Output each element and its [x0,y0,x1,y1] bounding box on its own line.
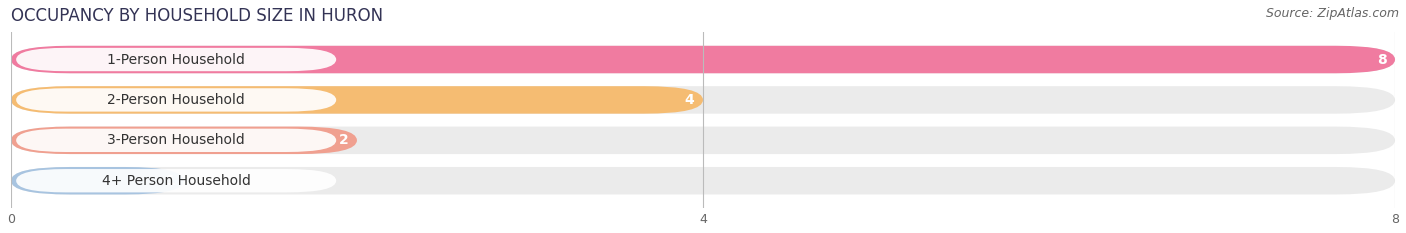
Text: Source: ZipAtlas.com: Source: ZipAtlas.com [1265,7,1399,20]
FancyBboxPatch shape [15,129,336,152]
FancyBboxPatch shape [11,86,1395,114]
FancyBboxPatch shape [15,48,336,71]
FancyBboxPatch shape [15,88,336,112]
Text: 2-Person Household: 2-Person Household [107,93,245,107]
FancyBboxPatch shape [11,46,1395,73]
FancyBboxPatch shape [11,46,1395,73]
Text: 1: 1 [166,174,176,188]
Text: 3-Person Household: 3-Person Household [107,133,245,147]
Text: 4+ Person Household: 4+ Person Household [101,174,250,188]
FancyBboxPatch shape [11,167,1395,195]
FancyBboxPatch shape [11,167,184,195]
Text: 8: 8 [1376,52,1386,67]
FancyBboxPatch shape [15,169,336,192]
Text: 2: 2 [339,133,349,147]
FancyBboxPatch shape [11,86,703,114]
Text: OCCUPANCY BY HOUSEHOLD SIZE IN HURON: OCCUPANCY BY HOUSEHOLD SIZE IN HURON [11,7,382,25]
Text: 1-Person Household: 1-Person Household [107,52,245,67]
FancyBboxPatch shape [11,127,1395,154]
Text: 4: 4 [685,93,695,107]
FancyBboxPatch shape [11,127,357,154]
